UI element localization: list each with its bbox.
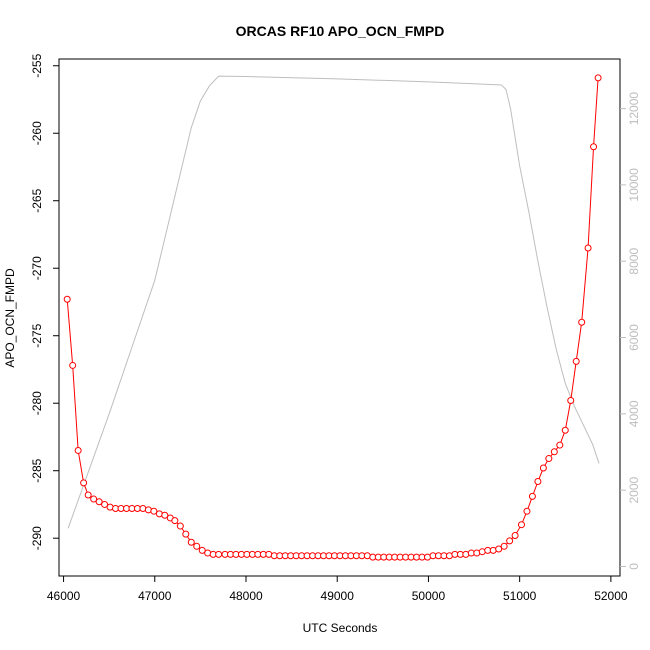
data-point xyxy=(517,521,525,529)
data-point xyxy=(215,550,223,558)
data-point xyxy=(63,295,71,303)
y-tick-label: -275 xyxy=(30,323,44,347)
data-point xyxy=(90,495,98,503)
secondary-series-line xyxy=(67,75,600,529)
x-tick-label: 50000 xyxy=(412,589,446,603)
y-tick-label: -265 xyxy=(30,188,44,212)
data-point xyxy=(556,441,564,449)
data-point xyxy=(578,318,586,326)
data-point xyxy=(500,542,508,550)
data-point xyxy=(182,530,190,538)
y2-tick-label: 4000 xyxy=(627,400,641,427)
x-tick-label: 52000 xyxy=(594,589,628,603)
x-axis-label: UTC Seconds xyxy=(303,621,378,635)
data-point xyxy=(590,143,598,151)
data-point xyxy=(567,397,575,405)
y-axis-label: APO_OCN_FMPD xyxy=(3,268,17,368)
y-tick-label: -260 xyxy=(30,121,44,145)
primary-series-line xyxy=(66,77,599,558)
series-layer xyxy=(63,74,602,561)
x-tick-label: 46000 xyxy=(47,589,81,603)
data-point xyxy=(534,478,542,486)
y2-tick-label: 0 xyxy=(627,563,641,570)
data-point xyxy=(193,542,201,550)
data-point xyxy=(539,464,547,472)
data-point xyxy=(171,517,179,525)
x-tick-label: 48000 xyxy=(229,589,263,603)
x-axis: 46000 47000 48000 49000 50000 51000 52000 xyxy=(47,576,628,603)
data-point xyxy=(74,446,82,454)
y-tick-label: -290 xyxy=(30,526,44,550)
data-point xyxy=(572,357,580,365)
y-axis-left: -290 -285 -280 -275 -270 -265 -260 -255 xyxy=(30,53,59,550)
y-tick-label: -255 xyxy=(30,53,44,77)
data-point xyxy=(495,545,503,553)
data-point xyxy=(523,507,531,515)
data-point xyxy=(101,500,109,508)
data-point xyxy=(198,546,206,554)
data-point xyxy=(150,507,158,515)
plot-frame xyxy=(58,58,621,577)
y2-tick-label: 2000 xyxy=(627,476,641,503)
data-point xyxy=(69,361,77,369)
x-tick-label: 47000 xyxy=(138,589,172,603)
data-point xyxy=(506,537,514,545)
y-tick-label: -270 xyxy=(30,256,44,280)
y2-tick-label: 8000 xyxy=(627,248,641,275)
x-tick-label: 51000 xyxy=(503,589,537,603)
data-point xyxy=(80,479,88,487)
data-point xyxy=(561,426,569,434)
data-point xyxy=(511,532,519,540)
data-point xyxy=(550,448,558,456)
data-point xyxy=(187,538,195,546)
x-tick-label: 49000 xyxy=(321,589,355,603)
data-point xyxy=(84,491,92,499)
y2-tick-label: 10000 xyxy=(627,168,641,202)
chart-title: ORCAS RF10 APO_OCN_FMPD xyxy=(236,23,445,39)
data-point xyxy=(95,498,103,506)
data-point xyxy=(594,74,602,82)
data-point xyxy=(176,522,184,530)
y-tick-label: -280 xyxy=(30,391,44,415)
y2-tick-label: 12000 xyxy=(627,92,641,126)
data-point xyxy=(584,244,592,252)
data-point xyxy=(528,492,536,500)
data-point xyxy=(545,455,553,463)
y-tick-label: -285 xyxy=(30,458,44,482)
y-axis-right: 0 2000 4000 6000 8000 10000 12000 xyxy=(620,92,641,570)
data-point xyxy=(161,511,169,519)
y2-tick-label: 6000 xyxy=(627,324,641,351)
